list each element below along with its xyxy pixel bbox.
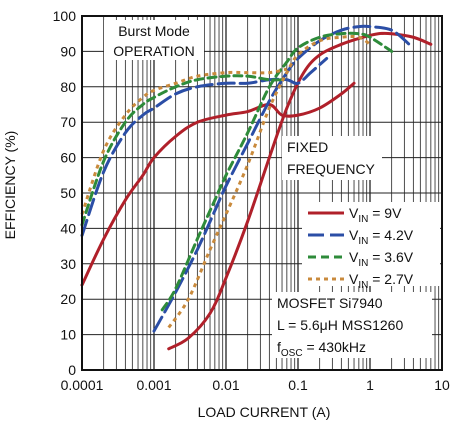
x-tick-label: 0.0001 [61,377,104,393]
series-0-curve-1 [167,31,433,351]
x-tick-label: 1 [366,377,374,393]
plot-frame [81,15,443,371]
y-tick-label: 70 [60,114,76,130]
y-tick-label: 10 [60,327,76,343]
fosc-label: fOSC = 430kHz [277,339,366,359]
legend-label-4-2v: VIN = 4.2V [349,227,414,247]
y-tick-label: 20 [60,291,76,307]
y-axis-title: EFFICIENCY (%) [2,131,18,240]
y-tick-label: 30 [60,256,76,272]
inductor-label: L = 5.6μH MSS1260 [277,317,403,333]
x-tick-label: 0.1 [288,377,308,393]
y-tick-label: 0 [68,362,76,378]
fixed-frequency-label-line1: FIXED [287,139,328,155]
x-tick-label: 0.001 [136,377,171,393]
y-tick-label: 50 [60,185,76,201]
x-tick-labels: 0.0001 0.001 0.01 0.1 1 10 [61,377,450,393]
y-tick-label: 90 [60,43,76,59]
x-axis-title: LOAD CURRENT (A) [198,404,331,420]
burst-mode-label-bg [104,20,204,60]
legend-bg [302,202,440,286]
legend-label-3-6v: VIN = 3.6V [349,249,414,269]
legend-label-2-7v: VIN = 2.7V [349,271,414,291]
series-2-curve-0 [80,74,284,227]
burst-mode-label-line1: Burst Mode [118,23,190,39]
y-tick-label: 80 [60,79,76,95]
series-3-curve-1 [167,35,371,329]
circuit-conditions: MOSFET Si7940 L = 5.6μH MSS1260 fOSC = 4… [272,292,432,359]
y-tick-label: 60 [60,150,76,166]
mosfet-label: MOSFET Si7940 [277,295,383,311]
circuit-conditions-bg [272,292,432,358]
burst-mode-label-line2: OPERATION [113,43,194,59]
legend: VIN = 9V VIN = 4.2V VIN = 3.6V VIN = 2.7… [302,202,440,291]
series-layer [80,24,433,351]
series-3-curve-0 [80,67,288,215]
fixed-frequency-label-line2: FREQUENCY [287,161,376,177]
x-tick-label: 0.01 [212,377,239,393]
fixed-frequency-label-bg [282,136,382,180]
legend-label-9v: VIN = 9V [349,205,402,225]
y-tick-label: 40 [60,220,76,236]
y-tick-label: 100 [53,8,77,24]
y-tick-labels: 0 10 20 30 40 50 60 70 80 90 100 [53,8,77,378]
x-tick-label: 10 [434,377,450,393]
series-0-curve-0 [80,81,356,287]
series-1-curve-0 [80,56,329,237]
